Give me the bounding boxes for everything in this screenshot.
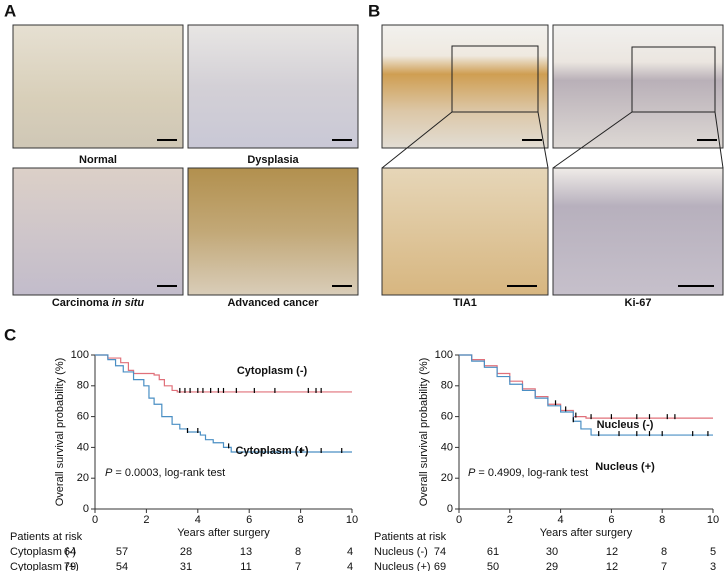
y-tick-label: 40 (77, 441, 89, 453)
annotation-italic: P (105, 467, 113, 479)
x-tick-label: 10 (346, 514, 358, 526)
risk-count: 29 (546, 561, 558, 571)
x-tick-label: 6 (608, 514, 614, 526)
risk-count: 28 (180, 546, 192, 558)
panel-b: B TIA1 Ki-67 (368, 1, 724, 309)
series-label: Cytoplasm (+) (235, 445, 308, 457)
risk-row-name: Nucleus (+) (374, 561, 431, 571)
risk-count: 12 (606, 561, 618, 571)
risk-count: 13 (240, 546, 252, 558)
x-tick-label: 6 (246, 514, 252, 526)
x-tick-label: 0 (456, 514, 462, 526)
y-axis-label: Overall survival probability (%) (54, 358, 66, 507)
y-tick-label: 100 (71, 349, 89, 361)
x-tick-label: 4 (195, 514, 201, 526)
caption: Normal (79, 154, 117, 166)
micrograph (187, 167, 359, 296)
micrograph (12, 24, 184, 149)
risk-count: 74 (434, 546, 446, 558)
risk-count: 64 (64, 546, 76, 558)
panel-a: A Normal Dysplasia Carcinoma in situ Adv… (4, 1, 359, 309)
survival-curve (459, 354, 713, 436)
y-tick-label: 40 (441, 441, 453, 453)
x-axis-label: Years after surgery (177, 527, 270, 539)
risk-count: 57 (116, 546, 128, 558)
risk-row-name: Cytoplasm (-) (10, 546, 76, 558)
risk-count: 11 (240, 561, 251, 571)
y-tick-label: 60 (441, 411, 453, 423)
x-axis-label: Years after surgery (540, 527, 633, 539)
risk-count: 8 (661, 546, 667, 558)
y-tick-label: 0 (447, 503, 453, 515)
panel-letter: B (368, 1, 380, 20)
micrograph (381, 24, 549, 149)
risk-count: 69 (434, 561, 446, 571)
x-tick-label: 8 (298, 514, 304, 526)
risk-count: 4 (347, 561, 353, 571)
survival-curve (459, 354, 713, 419)
risk-count: 3 (710, 561, 716, 571)
caption: Carcinoma in situ (52, 297, 145, 309)
caption: Ki-67 (625, 297, 652, 309)
panel-letter: C (4, 325, 16, 344)
risk-count: 12 (606, 546, 618, 558)
panel-letter: A (4, 1, 16, 20)
series-label: Cytoplasm (-) (237, 365, 308, 377)
micrograph (12, 167, 184, 296)
risk-count: 79 (64, 561, 76, 571)
risk-count: 50 (487, 561, 499, 571)
micrograph (187, 24, 359, 149)
y-tick-label: 80 (441, 380, 453, 392)
risk-count: 7 (295, 561, 301, 571)
y-tick-label: 20 (77, 472, 89, 484)
survival-curve (95, 354, 352, 453)
annotation-text: = 0.4909, log-rank test (475, 467, 588, 479)
annotation-text: = 0.0003, log-rank test (112, 467, 225, 479)
annotation-italic: P (468, 467, 476, 479)
x-tick-label: 2 (507, 514, 513, 526)
scale-bar (507, 139, 717, 287)
y-tick-label: 100 (435, 349, 453, 361)
risk-table-title: Patients at risk (10, 531, 83, 543)
risk-count: 31 (180, 561, 192, 571)
risk-count: 7 (661, 561, 667, 571)
caption-text: Carcinoma (52, 297, 112, 309)
x-tick-label: 2 (143, 514, 149, 526)
zoom-line (381, 111, 724, 169)
series-label: Nucleus (-) (597, 419, 654, 431)
risk-count: 5 (710, 546, 716, 558)
risk-count: 4 (347, 546, 353, 558)
risk-row-name: Cytoplasm (+) (10, 561, 79, 571)
y-axis-label: Overall survival probability (%) (418, 358, 430, 507)
x-tick-label: 10 (707, 514, 719, 526)
caption: Advanced cancer (227, 297, 319, 309)
risk-count: 30 (546, 546, 558, 558)
risk-count: 8 (295, 546, 301, 558)
caption: TIA1 (453, 297, 477, 309)
y-tick-label: 20 (441, 472, 453, 484)
risk-row-name: Nucleus (-) (374, 546, 428, 558)
annotation: P = 0.0003, log-rank test (105, 467, 225, 479)
x-tick-label: 4 (558, 514, 564, 526)
micrograph (381, 167, 549, 296)
y-tick-label: 0 (83, 503, 89, 515)
y-tick-label: 60 (77, 411, 89, 423)
scale-bar (157, 139, 352, 287)
x-tick-label: 0 (92, 514, 98, 526)
annotation: P = 0.4909, log-rank test (468, 467, 588, 479)
micrograph (552, 167, 724, 296)
caption: Dysplasia (247, 154, 299, 166)
zoom-box (631, 46, 716, 113)
risk-table-title: Patients at risk (374, 531, 447, 543)
risk-count: 61 (487, 546, 499, 558)
zoom-box (451, 45, 539, 113)
x-tick-label: 8 (659, 514, 665, 526)
y-tick-label: 80 (77, 380, 89, 392)
risk-count: 54 (116, 561, 128, 571)
series-label: Nucleus (+) (595, 461, 655, 473)
micrograph (552, 24, 724, 149)
survival-curve (95, 354, 352, 393)
caption-italic: in situ (112, 297, 145, 309)
